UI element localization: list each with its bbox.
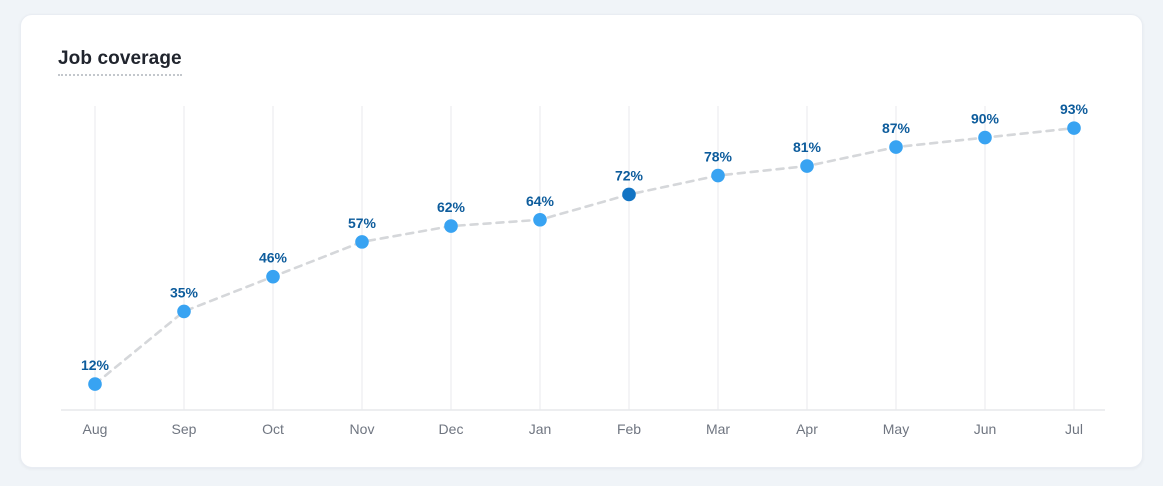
x-axis-label-aug: Aug [83,421,108,437]
data-point-may[interactable] [889,140,903,154]
x-axis-label-sep: Sep [172,421,197,437]
x-axis-label-jun: Jun [974,421,997,437]
x-axis-label-mar: Mar [706,421,730,437]
value-label-sep: 35% [170,284,199,300]
x-axis-label-feb: Feb [617,421,641,437]
data-point-jan[interactable] [533,212,547,227]
job-coverage-card: 12% 35% 46% 57% 62% 64% 72% 78% 81% 87% 90% 93% Aug S… [20,14,1143,468]
x-axis-label-jan: Jan [529,421,552,437]
value-label-apr: 81% [793,139,822,155]
x-axis-label-dec: Dec [439,421,464,437]
data-point-mar[interactable] [711,168,725,183]
data-point-sep[interactable] [177,304,191,319]
data-point-aug[interactable] [88,377,102,391]
value-label-dec: 62% [437,199,466,215]
coverage-line-chart: 12% 35% 46% 57% 62% 64% 72% 78% 81% 87% 90% 93% Aug S… [61,101,1105,437]
value-label-jul: 93% [1060,101,1089,117]
value-label-feb: 72% [615,167,644,183]
data-point-nov[interactable] [355,235,369,249]
chart-title: Job coverage [58,48,182,76]
data-point-oct[interactable] [266,269,280,284]
value-label-mar: 78% [704,149,733,165]
data-point-dec[interactable] [444,219,458,233]
data-point-apr[interactable] [800,159,814,173]
x-axis-label-may: May [883,421,909,437]
value-label-nov: 57% [348,215,377,231]
data-point-jun[interactable] [978,130,992,145]
value-label-jan: 64% [526,193,555,209]
data-point-feb[interactable] [622,187,636,202]
series-dashed-line [93,126,1076,386]
x-axis-label-jul: Jul [1065,421,1083,437]
value-label-aug: 12% [81,357,110,373]
value-label-oct: 46% [259,250,288,266]
value-label-jun: 90% [971,111,1000,127]
data-point-jul[interactable] [1067,121,1081,135]
x-axis-label-apr: Apr [796,421,818,437]
x-axis-label-oct: Oct [262,421,284,437]
value-label-may: 87% [882,120,911,136]
x-axis-label-nov: Nov [350,421,375,437]
